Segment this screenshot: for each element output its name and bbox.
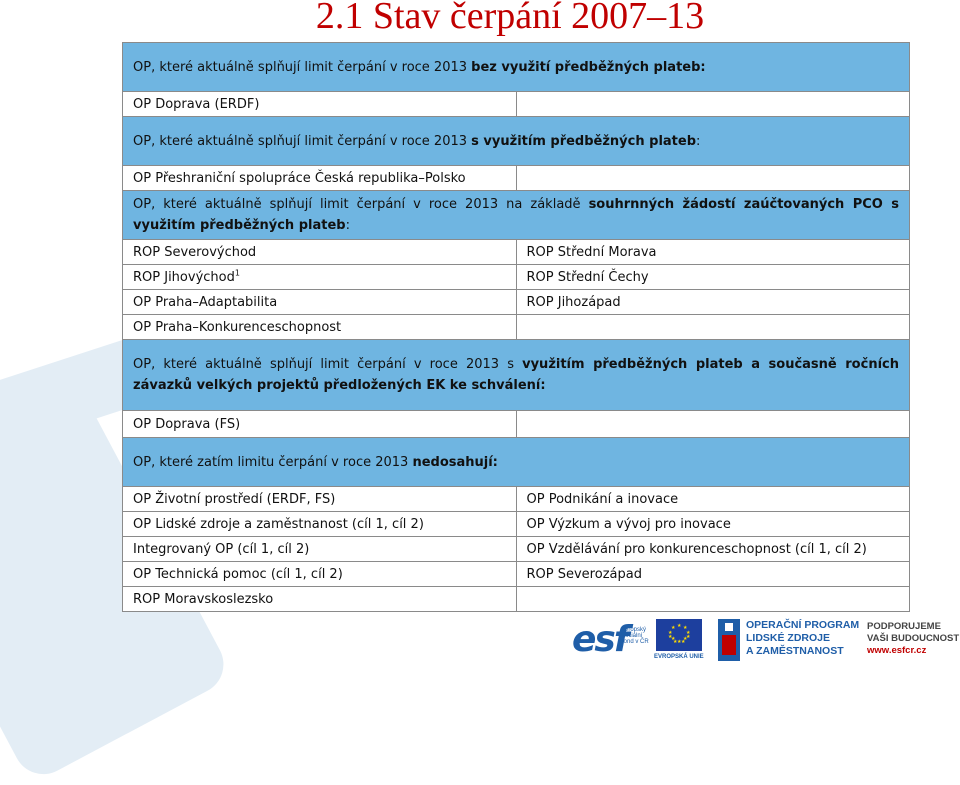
table-row: OP Přeshraniční spolupráce Česká republi…: [122, 165, 910, 191]
table-cell: OP Doprava (FS): [122, 410, 517, 438]
table-row: OP Praha–Adaptabilita ROP Jihozápad: [122, 289, 910, 315]
table-cell: [515, 314, 910, 340]
table-cell: OP Přeshraniční spolupráce Česká republi…: [122, 165, 517, 191]
op-lzz-logo-text: OPERAČNÍ PROGRAM LIDSKÉ ZDROJE A ZAMĚSTN…: [746, 619, 860, 657]
svg-text:★: ★: [668, 634, 673, 640]
group-header-row: OP, které aktuálně splňují limit čerpání…: [122, 42, 910, 92]
table-row: OP Doprava (FS): [122, 410, 910, 438]
group-header: OP, které aktuálně splňují limit čerpání…: [122, 116, 910, 166]
table-row: OP Doprava (ERDF): [122, 91, 910, 117]
table-cell: ROP Severozápad: [515, 561, 910, 587]
table-cell: Integrovaný OP (cíl 1, cíl 2): [122, 536, 517, 562]
svg-text:★: ★: [677, 639, 682, 645]
table-cell: OP Výzkum a vývoj pro inovace: [515, 511, 910, 537]
esf-logo: esf: [572, 619, 629, 660]
table-cell: OP Životní prostředí (ERDF, FS): [122, 486, 517, 512]
table-cell: OP Praha–Konkurenceschopnost: [122, 314, 517, 340]
svg-text:★: ★: [671, 636, 676, 642]
group-header-row: OP, které zatím limitu čerpání v roce 20…: [122, 437, 910, 487]
svg-text:★: ★: [683, 625, 688, 631]
group-header: OP, které aktuálně splňují limit čerpání…: [122, 42, 910, 92]
svg-text:★: ★: [683, 636, 688, 642]
op-lzz-logo-icon: [718, 619, 740, 661]
table-cell: OP Doprava (ERDF): [122, 91, 517, 117]
svg-text:★: ★: [668, 630, 673, 636]
table-cell: [515, 165, 910, 191]
svg-text:★: ★: [671, 625, 676, 631]
group-header-row: OP, které aktuálně splňují limit čerpání…: [122, 190, 910, 240]
slogan: PODPORUJEME VAŠI BUDOUCNOST www.esfcr.cz: [867, 621, 960, 656]
table-row: OP Praha–Konkurenceschopnost: [122, 314, 910, 340]
group-header: OP, které aktuálně splňují limit čerpání…: [122, 190, 910, 240]
table-cell: [515, 91, 910, 117]
table-cell: ROP Jihovýchod1: [122, 264, 517, 290]
svg-text:★: ★: [686, 630, 691, 636]
table-row: ROP Jihovýchod1 ROP Střední Čechy: [122, 264, 910, 290]
group-header-row: OP, které aktuálně splňují limit čerpání…: [122, 116, 910, 166]
esf-caption: evropský sociální fond v ČR: [622, 627, 649, 645]
op-status-table: OP, které aktuálně splňují limit čerpání…: [122, 42, 910, 612]
table-row: OP Lidské zdroje a zaměstnanost (cíl 1, …: [122, 511, 910, 537]
svg-text:★: ★: [677, 623, 682, 629]
eu-label: EVROPSKÁ UNIE: [654, 654, 704, 660]
footer-logos: esf evropský sociální fond v ČR ★ ★ ★ ★ ★ ★ …: [570, 615, 960, 665]
table-row: ROP Severovýchod ROP Střední Morava: [122, 239, 910, 265]
table-cell: ROP Severovýchod: [122, 239, 517, 265]
group-header: OP, které aktuálně splňují limit čerpání…: [122, 339, 910, 411]
website-link[interactable]: www.esfcr.cz: [867, 645, 927, 656]
table-cell: ROP Moravskoslezsko: [122, 586, 517, 612]
table-cell: ROP Střední Morava: [515, 239, 910, 265]
table-row: OP Technická pomoc (cíl 1, cíl 2) ROP Se…: [122, 561, 910, 587]
slide-title: 2.1 Stav čerpání 2007–13: [315, 0, 705, 37]
table-cell: OP Praha–Adaptabilita: [122, 289, 517, 315]
table-cell: ROP Střední Čechy: [515, 264, 910, 290]
table-row: Integrovaný OP (cíl 1, cíl 2) OP Vzděláv…: [122, 536, 910, 562]
table-row: ROP Moravskoslezsko: [122, 586, 910, 612]
eu-flag-icon: ★ ★ ★ ★ ★ ★ ★ ★ ★ ★ ★ ★: [656, 619, 702, 651]
svg-text:★: ★: [686, 634, 691, 640]
group-header-row: OP, které aktuálně splňují limit čerpání…: [122, 339, 910, 411]
table-cell: [515, 586, 910, 612]
table-cell: [515, 410, 910, 438]
table-cell: OP Podnikání a inovace: [515, 486, 910, 512]
svg-text:★: ★: [673, 639, 678, 645]
footnote-mark: 1: [234, 268, 240, 278]
table-row: OP Životní prostředí (ERDF, FS) OP Podni…: [122, 486, 910, 512]
table-cell: ROP Jihozápad: [515, 289, 910, 315]
table-cell: OP Technická pomoc (cíl 1, cíl 2): [122, 561, 517, 587]
svg-text:★: ★: [681, 639, 686, 645]
table-cell: OP Lidské zdroje a zaměstnanost (cíl 1, …: [122, 511, 517, 537]
group-header: OP, které zatím limitu čerpání v roce 20…: [122, 437, 910, 487]
table-cell: OP Vzdělávání pro konkurenceschopnost (c…: [515, 536, 910, 562]
